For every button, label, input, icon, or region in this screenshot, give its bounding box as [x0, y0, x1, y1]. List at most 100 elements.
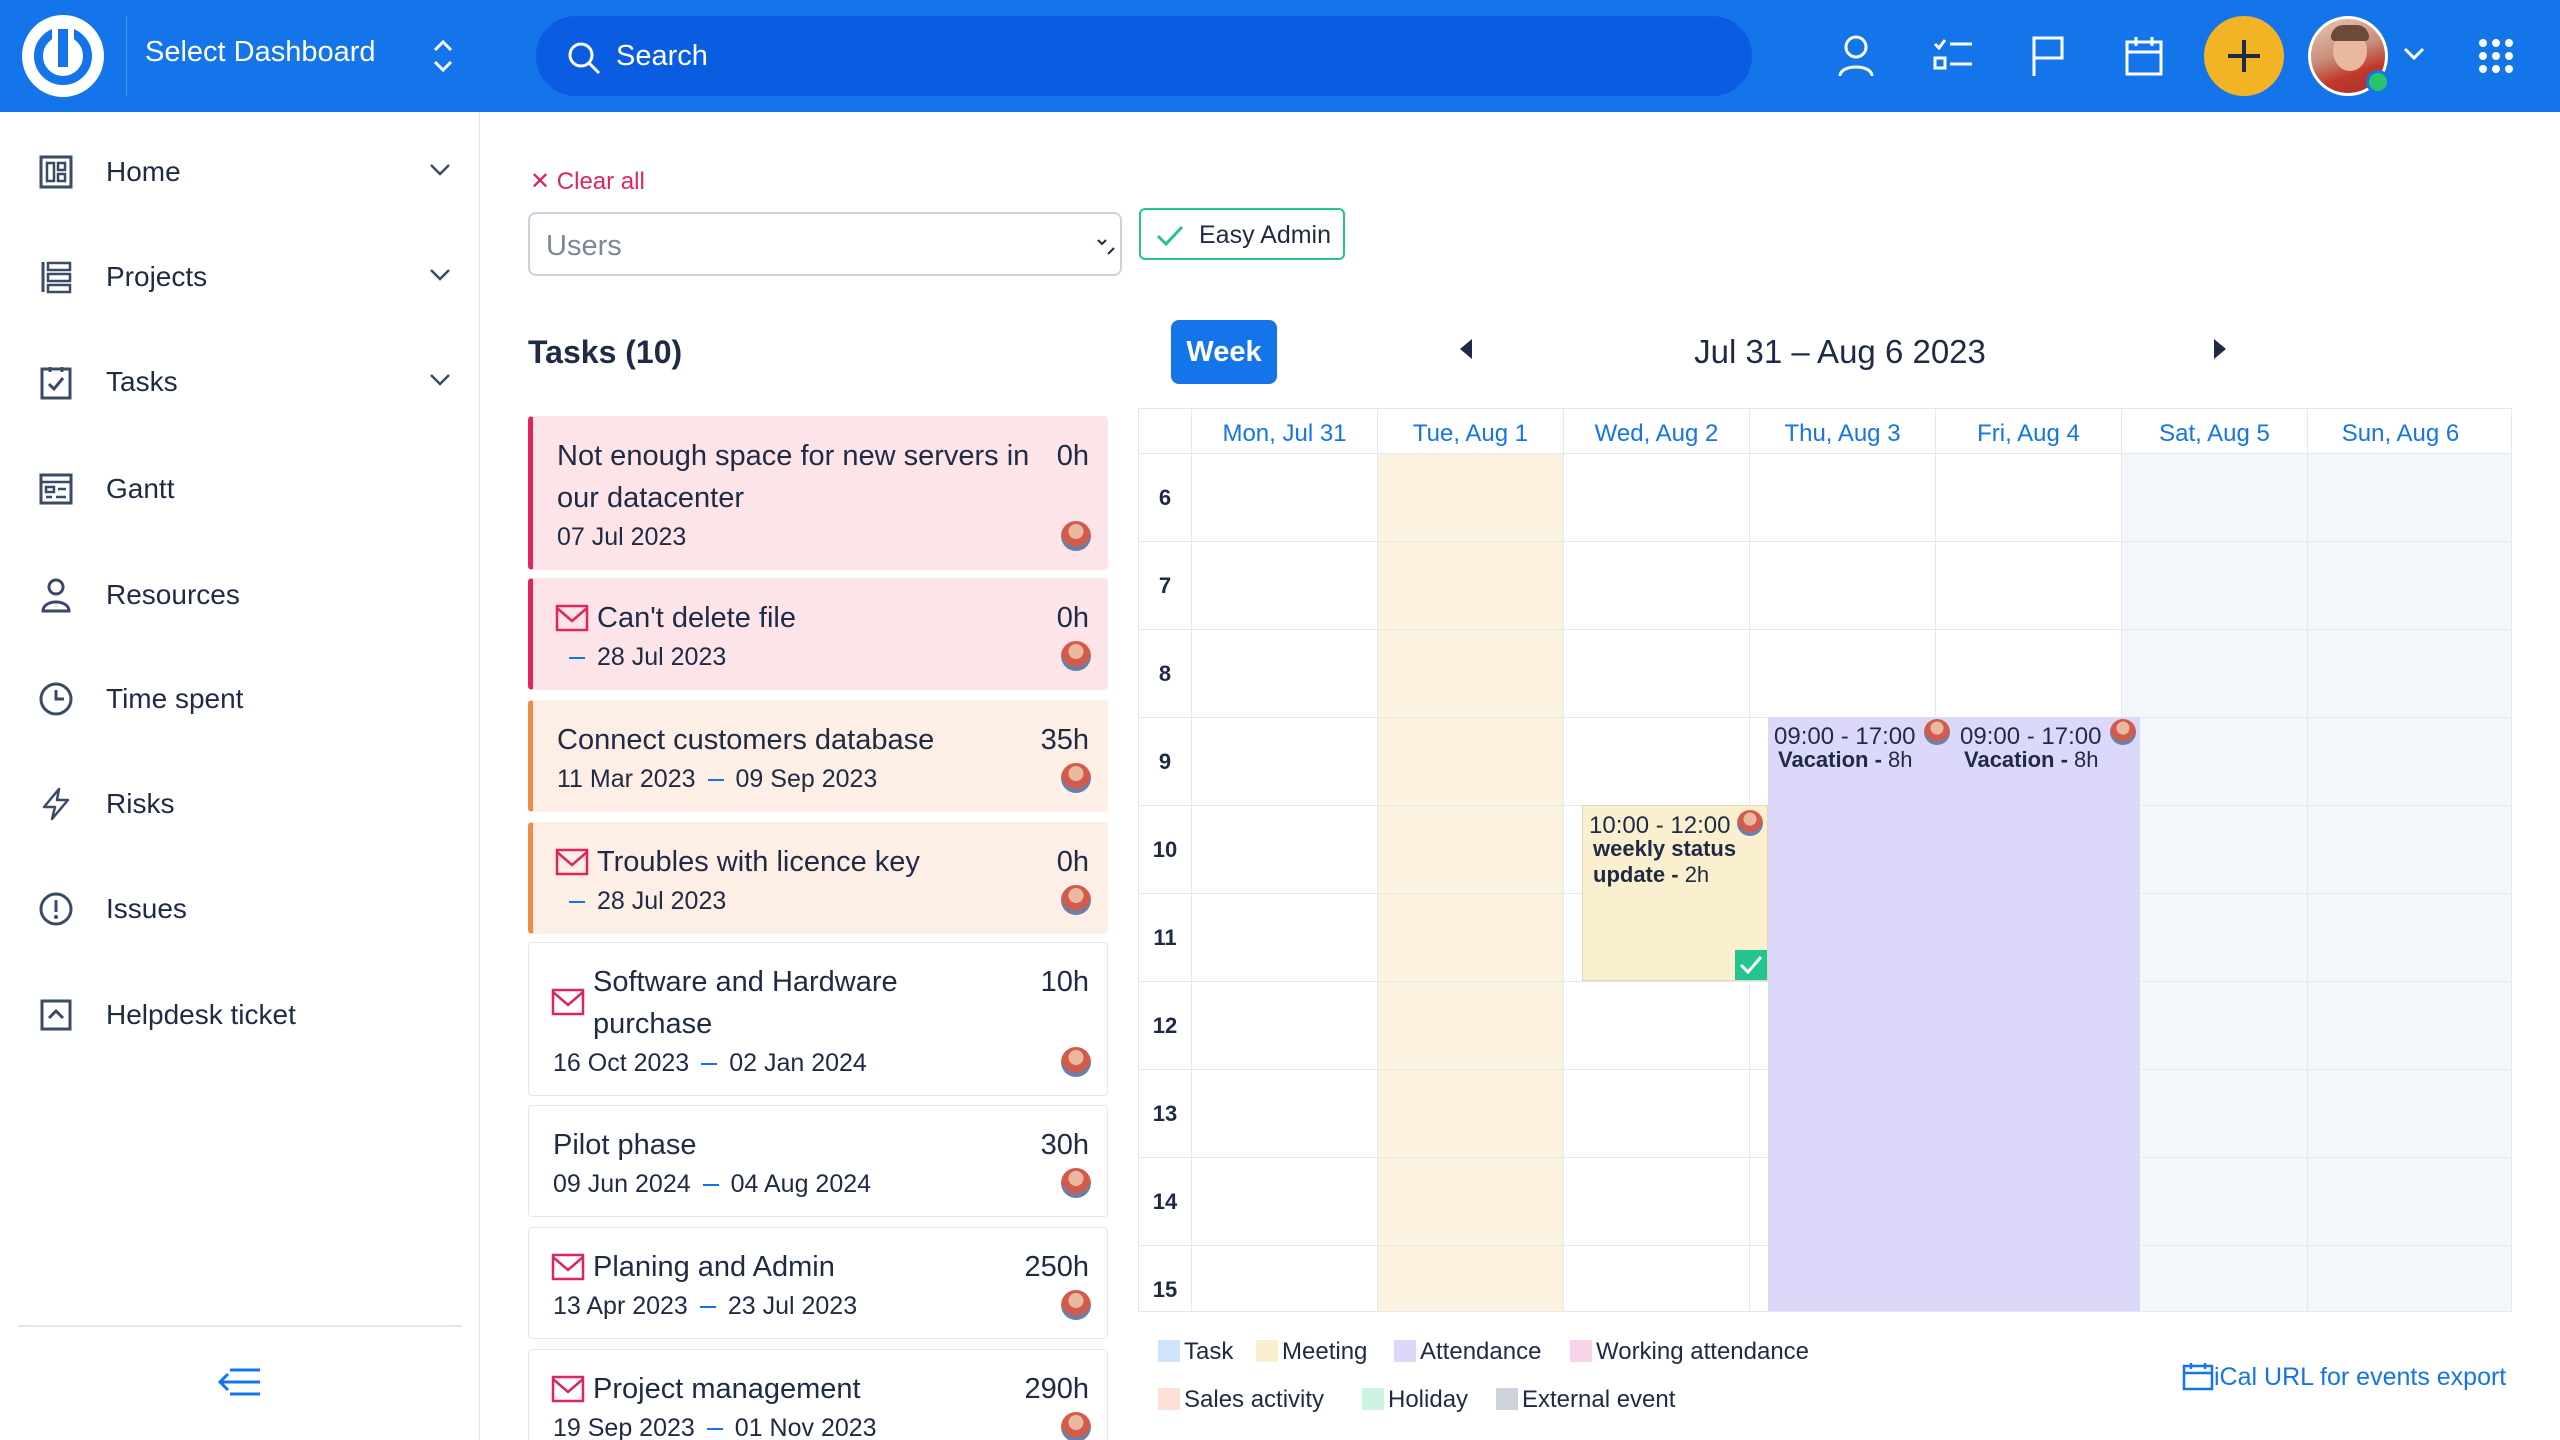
email-icon — [551, 1252, 585, 1287]
day-column-sun[interactable] — [2307, 453, 2511, 1311]
day-column-mon[interactable] — [1191, 453, 1377, 1311]
flag-icon[interactable] — [2030, 34, 2066, 83]
ical-export-link[interactable]: iCal URL for events export — [2182, 1361, 2506, 1392]
assignee-avatar[interactable] — [1061, 1290, 1091, 1320]
day-header[interactable]: Sun, Aug 6 — [2307, 409, 2493, 453]
day-header[interactable]: Wed, Aug 2 — [1563, 409, 1749, 453]
sidebar-item-label: Resources — [106, 579, 240, 610]
task-card[interactable]: Connect customers database 35h 11 Mar 20… — [528, 700, 1108, 812]
day-header[interactable]: Fri, Aug 4 — [1935, 409, 2121, 453]
task-hours: 290h — [1024, 1373, 1089, 1405]
search-placeholder: Search — [616, 40, 708, 72]
task-start-date: 07 Jul 2023 — [557, 523, 687, 551]
task-card[interactable]: Troubles with licence key 0h 28 Jul 2023 — [528, 822, 1108, 934]
assignee-avatar[interactable] — [1061, 641, 1091, 671]
add-button[interactable] — [2204, 16, 2284, 96]
exclamation-icon — [38, 891, 74, 932]
task-end-date: 28 Jul 2023 — [597, 643, 727, 671]
next-week-icon[interactable] — [2212, 337, 2228, 366]
task-end-date: 02 Jan 2024 — [729, 1049, 867, 1077]
task-card[interactable]: Software and Hardware purchase 10h 16 Oc… — [528, 942, 1108, 1096]
week-view-button[interactable]: Week — [1171, 320, 1277, 384]
calendar-event-meeting[interactable]: 10:00 - 12:00 weekly status update - 2h — [1582, 805, 1768, 981]
sidebar-item-projects[interactable]: Projects — [0, 237, 480, 317]
chevron-down-icon[interactable] — [428, 372, 452, 393]
tasks-icon — [38, 364, 74, 405]
assignee-avatar[interactable] — [1061, 1412, 1091, 1440]
check-icon — [1155, 224, 1185, 253]
task-dates: 07 Jul 2023 — [557, 523, 686, 552]
user-avatar[interactable] — [2308, 16, 2388, 96]
assignee-avatar[interactable] — [1061, 885, 1091, 915]
assignee-avatar[interactable] — [1061, 1047, 1091, 1077]
sidebar-item-resources[interactable]: Resources — [0, 555, 480, 635]
legend-item-task: Task — [1158, 1338, 1233, 1366]
day-column-tue[interactable] — [1377, 453, 1563, 1311]
task-card[interactable]: Can't delete file 0h 28 Jul 2023 — [528, 578, 1108, 690]
day-column-sat[interactable] — [2121, 453, 2307, 1311]
task-end-date: 09 Sep 2023 — [735, 765, 878, 793]
task-start-date: 13 Apr 2023 — [553, 1292, 688, 1320]
chevron-down-icon[interactable] — [428, 267, 452, 288]
selected-user-chip[interactable]: Easy Admin — [1139, 208, 1345, 260]
day-column-wed[interactable] — [1563, 453, 1749, 1311]
task-dates: 09 Jun 2024 04 Aug 2024 — [553, 1170, 871, 1199]
sidebar-item-time-spent[interactable]: Time spent — [0, 659, 480, 739]
collapse-sidebar-icon[interactable] — [216, 1362, 264, 1407]
sidebar-item-gantt[interactable]: Gantt — [0, 449, 480, 529]
completed-check-icon[interactable] — [1735, 950, 1767, 980]
task-title: Pilot phase — [553, 1129, 697, 1161]
task-hours: 0h — [1056, 440, 1089, 472]
task-card[interactable]: Pilot phase 30h 09 Jun 2024 04 Aug 2024 — [528, 1105, 1108, 1217]
task-start-date: 11 Mar 2023 — [557, 765, 696, 793]
assignee-avatar[interactable] — [1061, 1168, 1091, 1198]
calendar-icon — [2182, 1363, 2214, 1391]
day-header[interactable]: Mon, Jul 31 — [1191, 409, 1377, 453]
task-title: Not enough space for new servers in our … — [557, 440, 1030, 514]
event-title: weekly status update - 2h — [1593, 836, 1737, 887]
chevron-down-icon[interactable] — [428, 162, 452, 183]
task-list-icon[interactable] — [1932, 34, 1974, 83]
hour-divider — [1139, 541, 2511, 542]
chevron-up-down-icon[interactable] — [428, 34, 458, 83]
day-header[interactable]: Sat, Aug 5 — [2121, 409, 2307, 453]
day-header[interactable]: Thu, Aug 3 — [1749, 409, 1935, 453]
dashboard-select-label[interactable]: Select Dashboard — [145, 36, 376, 68]
divider — [18, 1325, 462, 1327]
users-filter-select[interactable]: Users — [528, 212, 1122, 276]
sidebar-item-helpdesk-ticket[interactable]: Helpdesk ticket — [0, 975, 480, 1055]
sidebar-item-risks[interactable]: Risks — [0, 764, 480, 844]
hour-label: 13 — [1152, 1101, 1178, 1126]
hour-label: 12 — [1152, 1013, 1178, 1038]
plus-icon — [2228, 40, 2260, 72]
sidebar-item-issues[interactable]: Issues — [0, 869, 480, 949]
hour-label: 11 — [1153, 925, 1177, 950]
hour-label: 6 — [1158, 485, 1172, 510]
assignee-avatar[interactable] — [1061, 763, 1091, 793]
sidebar-item-label: Tasks — [106, 366, 178, 397]
task-dates: 16 Oct 2023 02 Jan 2024 — [553, 1049, 867, 1078]
calendar-event-vacation[interactable]: 09:00 - 17:00 Vacation - 8h — [1954, 717, 2140, 1311]
previous-week-icon[interactable] — [1458, 337, 1474, 366]
clear-all-link[interactable]: ✕ Clear all — [530, 167, 645, 196]
online-status-dot — [2366, 70, 2390, 94]
task-card[interactable]: Project management 290h 19 Sep 2023 01 No… — [528, 1349, 1108, 1440]
task-card[interactable]: Not enough space for new servers in our … — [528, 416, 1108, 570]
clear-all-label: Clear all — [556, 168, 645, 195]
sidebar-item-home[interactable]: Home — [0, 132, 480, 212]
task-card[interactable]: Planing and Admin 250h 13 Apr 2023 23 Jul… — [528, 1227, 1108, 1339]
assignee-avatar[interactable] — [1061, 521, 1091, 551]
task-title: Project management — [593, 1373, 861, 1405]
user-icon[interactable] — [1836, 34, 1876, 83]
task-dates: 28 Jul 2023 — [557, 887, 726, 916]
sidebar-item-tasks[interactable]: Tasks — [0, 342, 480, 422]
calendar-icon[interactable] — [2124, 34, 2164, 83]
chip-label: Easy Admin — [1199, 221, 1332, 249]
apps-grid-icon[interactable] — [2478, 38, 2514, 79]
chevron-down-icon[interactable] — [2402, 46, 2426, 67]
top-bar: Select Dashboard Search — [0, 0, 2560, 112]
search-input[interactable]: Search — [536, 16, 1752, 96]
calendar-event-vacation[interactable]: 09:00 - 17:00 Vacation - 8h — [1768, 717, 1954, 1311]
day-header[interactable]: Tue, Aug 1 — [1377, 409, 1563, 453]
app-logo[interactable] — [22, 15, 104, 97]
